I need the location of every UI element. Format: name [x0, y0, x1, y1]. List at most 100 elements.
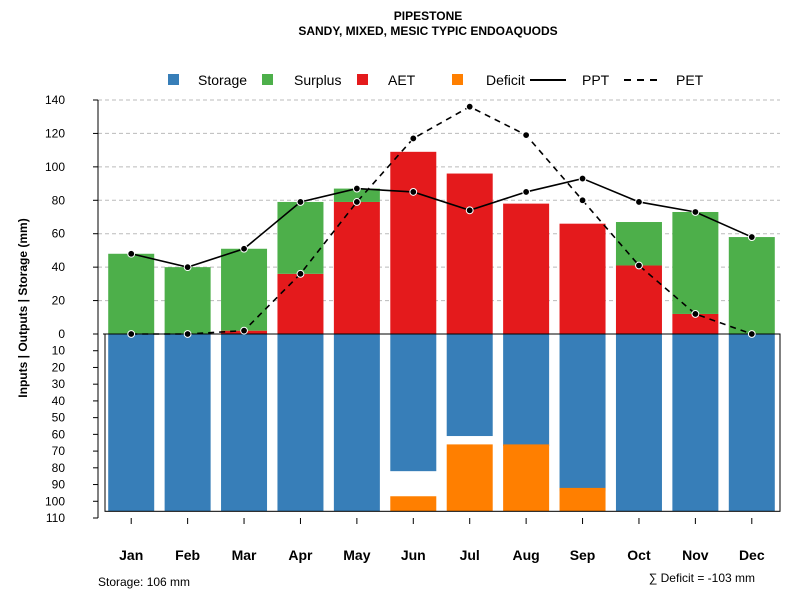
chart-subtitle: SANDY, MIXED, MESIC TYPIC ENDOAQUODS: [298, 24, 557, 38]
x-tick-label: Dec: [739, 547, 765, 563]
axes: 0 20 40 60 80 100 120 140 10 20 30 40 50 60 70 80 90 100 1…: [45, 93, 765, 563]
aet-bar: [277, 273, 324, 334]
storage-bar: [559, 334, 606, 492]
storage-bar: [333, 334, 380, 512]
aet-bar: [390, 151, 437, 334]
aet-bar: [446, 173, 493, 334]
chart-title: PIPESTONE: [394, 9, 462, 23]
y-tick-label: 70: [52, 444, 66, 458]
pet-point: [578, 196, 587, 205]
deficit-bar: [559, 487, 606, 512]
pet-point: [183, 330, 192, 338]
y-tick-label: 40: [52, 260, 66, 274]
gridlines: [98, 99, 780, 302]
legend-swatch-deficit: [452, 74, 463, 85]
pet-point: [409, 134, 418, 143]
y-tick-label: 40: [52, 394, 66, 408]
y-tick-label: 90: [52, 478, 66, 492]
aet-bar: [672, 313, 719, 334]
x-tick-label: Oct: [627, 547, 651, 563]
bars: [103, 151, 781, 512]
storage-bar: [277, 334, 324, 512]
y-tick-label: 50: [52, 411, 66, 425]
surplus-bar: [164, 267, 211, 334]
surplus-bar: [728, 237, 775, 334]
surplus-bar: [277, 201, 324, 274]
pet-point: [691, 310, 700, 318]
pet-point: [127, 330, 136, 338]
y-tick-label: 100: [45, 494, 65, 508]
x-tick-label: Sep: [570, 547, 596, 563]
y-tick-label: 120: [45, 126, 65, 140]
x-tick-label: Apr: [288, 547, 313, 563]
storage-bar: [615, 334, 662, 512]
surplus-bar: [672, 211, 719, 314]
pet-point: [635, 261, 643, 270]
x-tick-label: Nov: [682, 547, 709, 563]
aet-bar: [559, 223, 606, 334]
legend-label-storage: Storage: [198, 72, 247, 88]
y-tick-label: 80: [52, 461, 66, 475]
legend-swatch-aet: [357, 74, 368, 85]
deficit-bar: [503, 444, 550, 512]
deficit-total-label: ∑ Deficit = -103 mm: [649, 571, 755, 585]
deficit-bar: [390, 496, 437, 512]
storage-capacity-label: Storage: 106 mm: [98, 575, 190, 589]
legend-swatch-storage: [168, 74, 179, 85]
x-tick-label: Jun: [401, 547, 426, 563]
storage-bar: [728, 334, 775, 512]
y-axis-label: Inputs | Outputs | Storage (mm): [16, 218, 30, 397]
x-tick-label: Mar: [232, 547, 257, 563]
ppt-point: [127, 249, 136, 258]
y-tick-label: 60: [52, 227, 66, 241]
storage-capacity-box: [104, 333, 781, 512]
lines: [127, 102, 756, 338]
ppt-point: [240, 244, 248, 253]
ppt-point: [352, 184, 361, 193]
legend-label-deficit: Deficit: [486, 72, 525, 88]
legend-label-surplus: Surplus: [294, 72, 341, 88]
storage-bar: [446, 334, 493, 437]
ppt-point: [635, 198, 643, 206]
ppt-point: [522, 188, 531, 196]
ppt-point: [409, 188, 418, 196]
pet-line: [131, 105, 753, 335]
y-tick-label: 0: [58, 327, 65, 341]
aet-bar: [333, 201, 380, 334]
x-tick-label: Aug: [513, 547, 540, 563]
pet-point: [522, 131, 531, 140]
y-tick-label: 60: [52, 427, 66, 441]
pet-point: [352, 198, 361, 206]
surplus-bar: [221, 248, 268, 331]
y-tick-label: 20: [52, 294, 66, 308]
deficit-bar: [446, 444, 493, 512]
ppt-point: [296, 198, 305, 206]
storage-bar: [672, 334, 719, 512]
ppt-point: [691, 208, 700, 216]
storage-bar: [503, 334, 550, 447]
legend-label-pet: PET: [676, 72, 704, 88]
y-tick-label: 100: [45, 160, 65, 174]
aet-bar: [503, 203, 550, 334]
ppt-line: [131, 177, 753, 268]
x-tick-label: Jul: [460, 547, 480, 563]
surplus-bar: [108, 253, 155, 334]
y-tick-label: 20: [52, 360, 66, 374]
ppt-point: [578, 174, 587, 183]
storage-bar: [390, 334, 437, 472]
pet-point: [747, 330, 756, 338]
surplus-bar: [615, 222, 662, 266]
legend-swatch-surplus: [262, 74, 273, 85]
legend-label-aet: AET: [388, 72, 416, 88]
x-tick-label: Feb: [175, 547, 200, 563]
legend: Storage Surplus AET Deficit PPT PET: [168, 72, 704, 88]
x-tick-label: May: [343, 547, 370, 563]
ppt-point: [183, 263, 192, 272]
x-tick-label: Jan: [119, 547, 143, 563]
storage-bar: [108, 334, 155, 512]
y-tick-label: 140: [45, 93, 65, 107]
pet-point: [296, 269, 305, 278]
ppt-point: [747, 233, 756, 241]
aet-bar: [615, 265, 662, 334]
